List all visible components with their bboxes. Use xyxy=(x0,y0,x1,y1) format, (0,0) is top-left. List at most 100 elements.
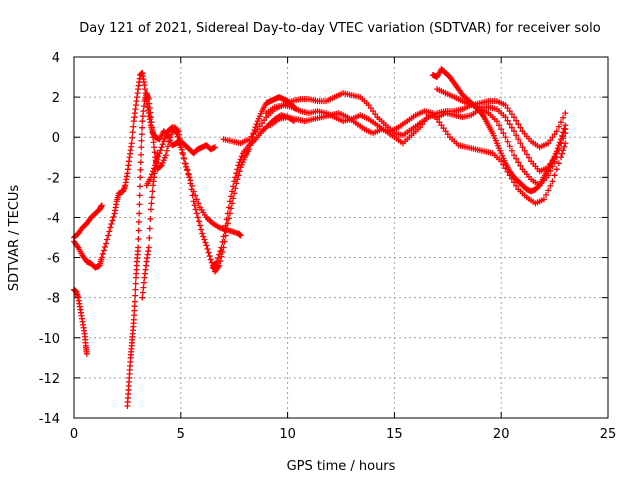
data-point xyxy=(218,244,225,251)
data-point xyxy=(545,164,552,171)
data-point xyxy=(177,144,184,151)
data-point xyxy=(151,149,158,156)
grid-lines xyxy=(74,57,608,418)
data-point xyxy=(226,198,233,205)
data-point xyxy=(135,244,142,251)
data-point xyxy=(229,188,236,195)
data-point xyxy=(444,131,451,138)
data-point xyxy=(184,166,191,173)
data-point xyxy=(139,294,146,301)
data-point xyxy=(562,130,569,137)
y-tick-label: -12 xyxy=(39,372,60,387)
data-point xyxy=(222,222,229,229)
data-point xyxy=(148,200,155,207)
data-point xyxy=(543,191,550,198)
data-point xyxy=(230,183,237,190)
data-point xyxy=(551,131,558,138)
data-point xyxy=(137,174,144,181)
data-point xyxy=(434,116,441,123)
data-point xyxy=(98,202,105,209)
data-point xyxy=(234,166,241,173)
data-point xyxy=(137,166,144,173)
data-point xyxy=(549,134,556,141)
data-point xyxy=(206,253,213,260)
data-point xyxy=(233,170,240,177)
data-point xyxy=(146,235,153,242)
data-point xyxy=(83,350,90,357)
data-point xyxy=(237,156,244,163)
data-point xyxy=(150,139,157,146)
data-point xyxy=(221,227,228,234)
data-point xyxy=(519,144,526,151)
data-point xyxy=(139,113,146,120)
data-point xyxy=(560,147,567,154)
data-point xyxy=(138,151,145,158)
data-point xyxy=(513,117,520,124)
data-point xyxy=(224,210,231,217)
data-point xyxy=(556,139,563,146)
data-point xyxy=(129,134,136,141)
data-point xyxy=(151,144,158,151)
data-point xyxy=(101,244,108,251)
data-point xyxy=(496,122,503,129)
data-point xyxy=(506,121,513,128)
data-point xyxy=(423,115,430,122)
data-point xyxy=(562,122,569,129)
data-point xyxy=(131,298,138,305)
data-point xyxy=(198,226,205,233)
data-point xyxy=(187,177,194,184)
data-point xyxy=(558,140,565,147)
data-point xyxy=(99,251,106,258)
x-axis-label: GPS time / hours xyxy=(287,459,396,474)
data-point xyxy=(511,152,518,159)
data-point xyxy=(140,284,147,291)
data-point xyxy=(438,122,445,129)
data-point xyxy=(173,130,180,137)
data-point xyxy=(105,232,112,239)
data-point xyxy=(545,140,552,147)
y-tick-label: 2 xyxy=(52,91,60,106)
data-point xyxy=(190,198,197,205)
data-point xyxy=(211,144,218,151)
data-point xyxy=(137,159,144,166)
data-point xyxy=(502,102,509,109)
data-point xyxy=(147,114,154,121)
data-point xyxy=(547,160,554,167)
data-point xyxy=(207,256,214,263)
data-point xyxy=(254,126,261,133)
series-morning-wave xyxy=(143,124,244,239)
data-point xyxy=(436,119,443,126)
data-point xyxy=(511,114,518,121)
data-point xyxy=(145,244,152,251)
data-point xyxy=(558,154,565,161)
data-point xyxy=(560,135,567,142)
data-point xyxy=(157,163,164,170)
data-point xyxy=(152,162,159,169)
data-point xyxy=(500,130,507,137)
data-point xyxy=(555,145,562,152)
data-point xyxy=(236,159,243,166)
data-point xyxy=(523,151,530,158)
data-point xyxy=(191,202,198,209)
y-axis-label: SDTVAR / TECUs xyxy=(7,185,22,292)
x-tick-label: 5 xyxy=(177,427,185,442)
data-point xyxy=(540,196,547,203)
y-tick-label: -2 xyxy=(47,171,60,186)
data-point xyxy=(154,156,161,163)
data-point xyxy=(558,119,565,126)
data-point xyxy=(253,121,260,128)
data-point xyxy=(138,137,145,144)
data-point xyxy=(157,147,164,154)
data-point xyxy=(148,119,155,126)
data-point xyxy=(216,262,223,269)
data-point xyxy=(174,133,181,140)
x-tick-label: 15 xyxy=(386,427,403,442)
data-point xyxy=(104,236,111,243)
data-point xyxy=(189,182,196,189)
data-point xyxy=(225,204,232,211)
data-point xyxy=(148,171,155,178)
data-point xyxy=(147,206,154,213)
data-point xyxy=(179,149,186,156)
data-point xyxy=(511,128,518,135)
